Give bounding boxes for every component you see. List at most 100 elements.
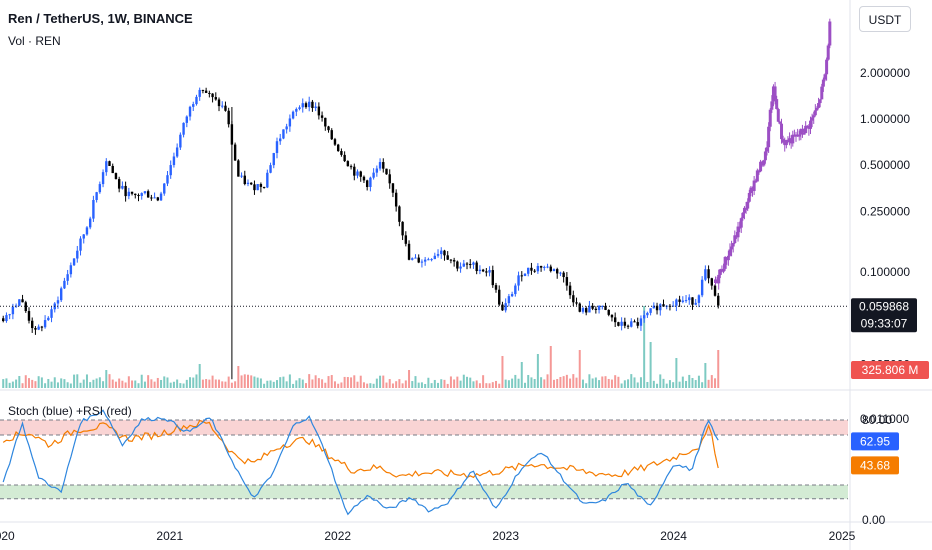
volume-bar xyxy=(2,379,5,388)
volume-bar xyxy=(205,379,208,388)
candle-body xyxy=(494,285,498,290)
volume-bar xyxy=(420,382,423,388)
volume-bar xyxy=(417,382,420,388)
currency-button[interactable]: USDT xyxy=(859,6,911,32)
volume-bar xyxy=(717,350,720,388)
volume-bar xyxy=(704,363,707,388)
volume-bar xyxy=(430,383,433,388)
candle-body xyxy=(208,92,211,94)
volume-bar xyxy=(346,377,349,388)
time-tick-label: 2025 xyxy=(829,529,856,543)
candle-body xyxy=(288,118,292,127)
projection-candle xyxy=(825,59,829,75)
volume-bar xyxy=(50,381,53,388)
projection-candle xyxy=(752,180,756,192)
candle-body xyxy=(240,175,243,177)
last-price-tag xyxy=(851,298,917,333)
candle-body xyxy=(204,90,208,93)
candle-body xyxy=(221,105,224,107)
volume-bar xyxy=(259,378,262,388)
volume-bar xyxy=(266,380,269,388)
volume-bar xyxy=(533,379,536,388)
candle-body xyxy=(713,285,717,296)
volume-bar xyxy=(98,377,101,388)
projection-candle xyxy=(718,269,722,275)
projection-candle xyxy=(765,147,769,152)
candle-body xyxy=(37,326,40,330)
candle-body xyxy=(63,280,66,289)
volume-bar xyxy=(627,379,630,388)
candle-body xyxy=(195,96,198,105)
candle-body xyxy=(394,192,398,207)
time-tick-label: 2022 xyxy=(324,529,351,543)
volume-bar xyxy=(572,374,575,388)
volume-bar xyxy=(433,379,436,388)
candle-body xyxy=(40,326,44,328)
volume-bar xyxy=(565,374,568,388)
candle-body xyxy=(527,267,530,274)
volume-bar xyxy=(166,377,169,388)
volume-bar xyxy=(15,379,18,388)
candle-body xyxy=(166,175,169,184)
volume-bar xyxy=(610,379,613,388)
volume-bar xyxy=(601,376,604,388)
candle-body xyxy=(243,175,246,185)
candle-body xyxy=(581,308,585,312)
projection-candle xyxy=(809,120,813,129)
candle-body xyxy=(59,288,63,301)
projection-candle xyxy=(725,257,729,261)
price-tick-label: 0.011000 xyxy=(860,412,909,426)
candle-body xyxy=(436,254,440,256)
volume-bar xyxy=(437,382,440,388)
volume-bar xyxy=(275,380,278,388)
projection-candle xyxy=(783,142,787,146)
rsi-tag xyxy=(851,456,899,475)
volume-bar xyxy=(76,374,79,388)
projection-candle xyxy=(728,249,732,256)
candle-body xyxy=(452,260,456,262)
volume-bar xyxy=(656,383,659,388)
volume-bar xyxy=(636,382,639,388)
volume-bar xyxy=(366,383,369,388)
volume-bar xyxy=(137,383,140,388)
candle-body xyxy=(356,171,359,176)
volume-bar xyxy=(462,374,465,388)
candle-body xyxy=(504,303,507,311)
candle-body xyxy=(317,106,321,116)
projection-candle xyxy=(768,109,772,127)
projection-candle xyxy=(757,170,761,173)
projection-candle xyxy=(720,269,724,272)
volume-bar xyxy=(118,378,121,388)
projection-candle xyxy=(802,132,806,135)
volume-bar xyxy=(324,382,327,388)
volume-bar xyxy=(388,379,391,388)
candle-body xyxy=(282,129,285,139)
volume-bar xyxy=(495,380,498,388)
candle-body xyxy=(43,320,47,328)
candle-body xyxy=(523,273,527,277)
candle-body xyxy=(488,270,491,273)
volume-bar xyxy=(578,350,581,388)
volume-bar xyxy=(681,376,684,388)
volume-bar xyxy=(662,378,665,388)
candle-body xyxy=(11,306,15,315)
candle-body xyxy=(201,89,205,91)
projection-candle xyxy=(738,226,742,229)
volume-bar xyxy=(395,381,398,388)
volume-bar xyxy=(73,374,76,388)
candle-body xyxy=(330,130,333,140)
projection-candle xyxy=(812,115,816,118)
candle-body xyxy=(150,197,153,199)
candle-body xyxy=(172,156,176,166)
candle-body xyxy=(227,110,230,125)
indicator-tick-label: 80.00 xyxy=(862,413,892,427)
candle-body xyxy=(443,250,446,256)
volume-bar xyxy=(504,379,507,388)
volume-bar xyxy=(672,382,675,388)
candle-body xyxy=(588,305,591,313)
candle-body xyxy=(346,161,350,167)
candle-body xyxy=(642,315,646,319)
candle-body xyxy=(24,302,27,312)
